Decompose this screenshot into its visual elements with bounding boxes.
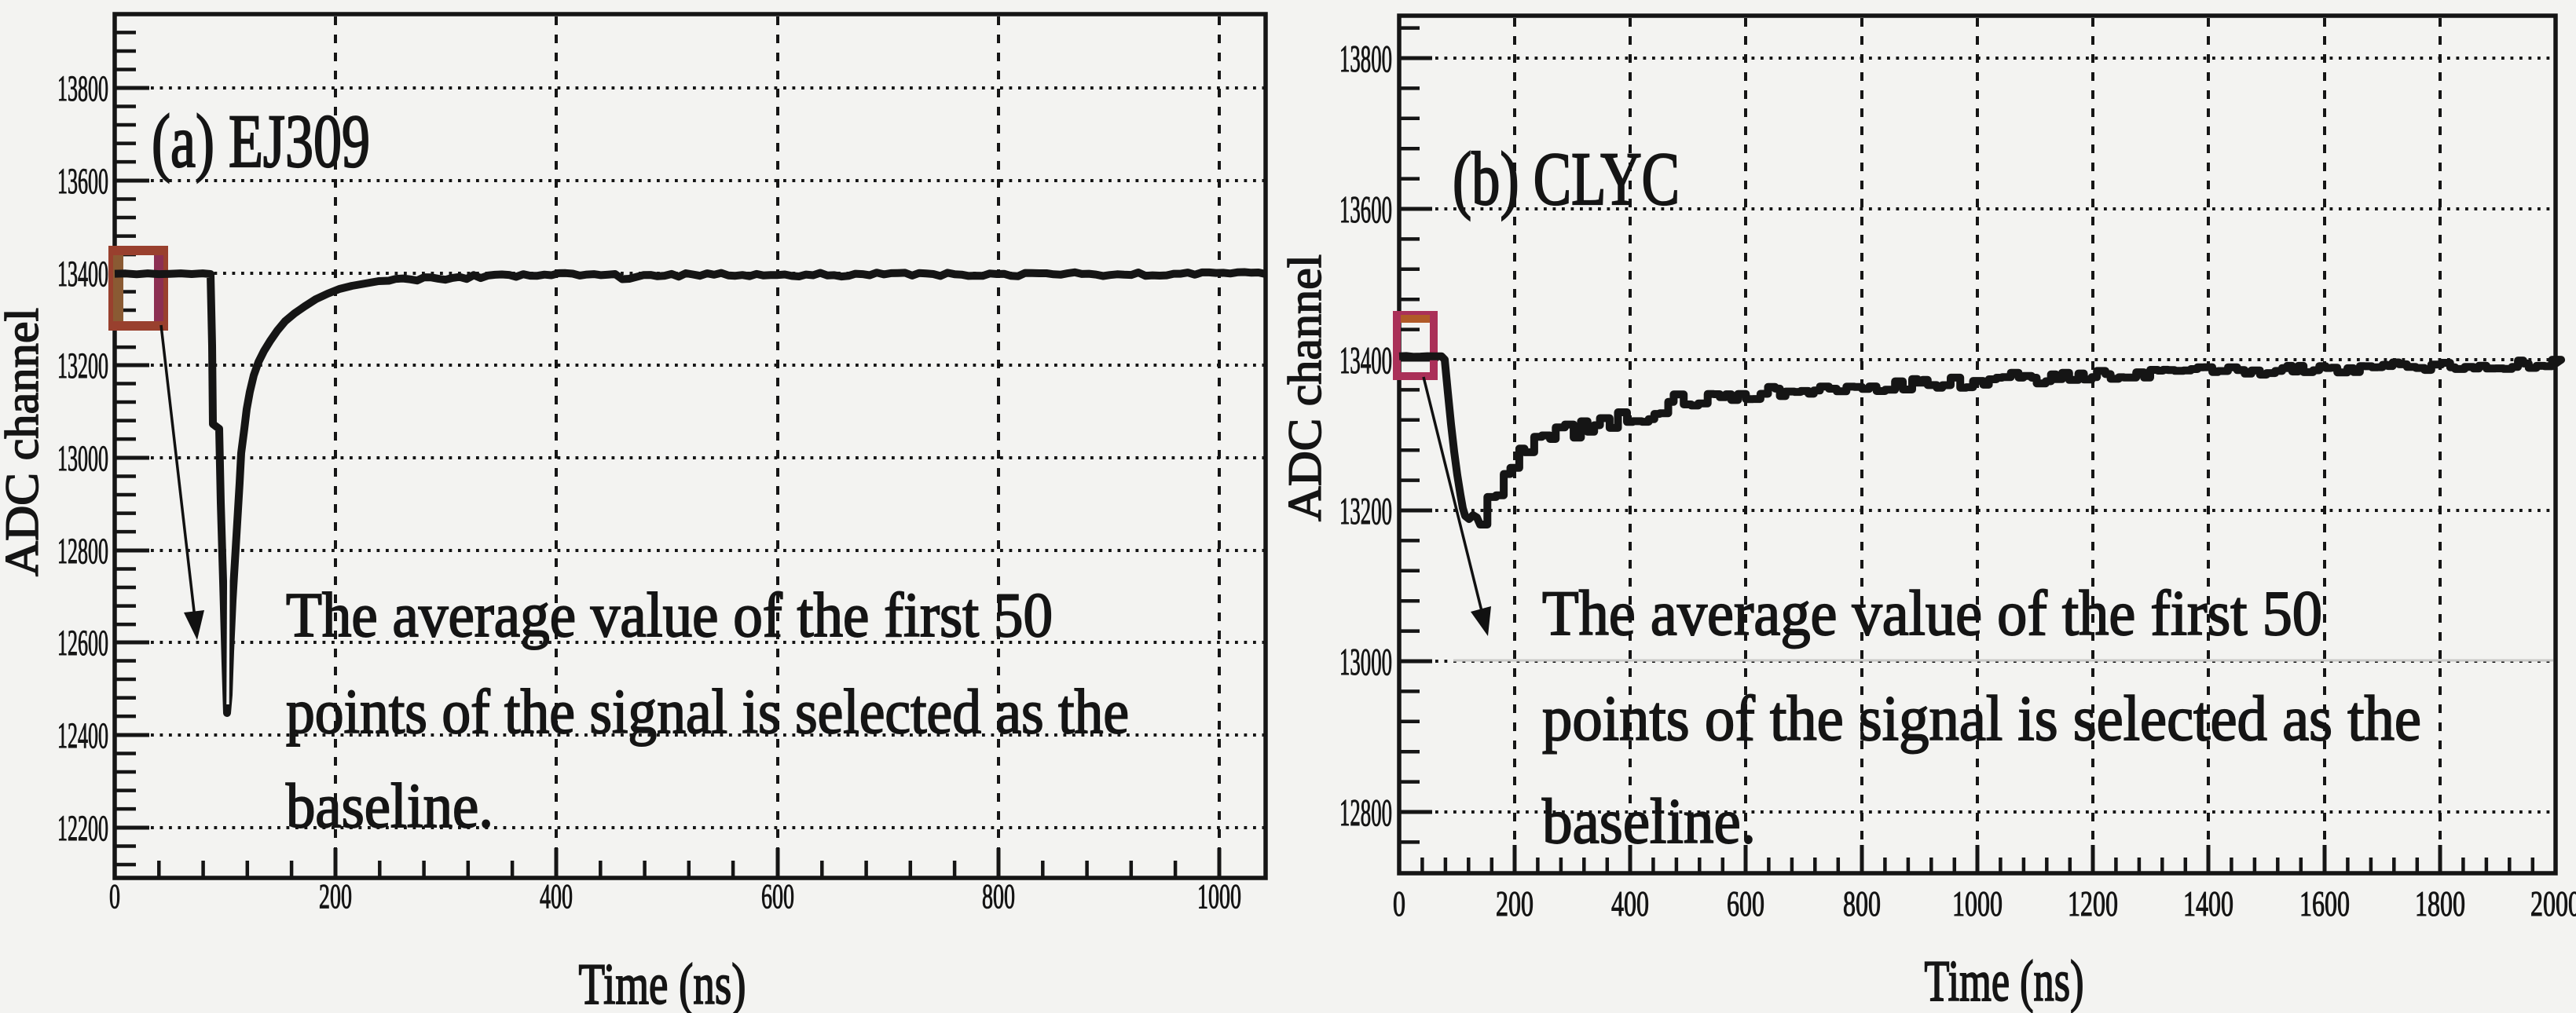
svg-text:200: 200 bbox=[319, 877, 352, 916]
svg-text:13000: 13000 bbox=[1339, 640, 1392, 683]
svg-text:13200: 13200 bbox=[57, 346, 108, 386]
svg-text:baseline.: baseline. bbox=[286, 772, 493, 841]
svg-text:points of the signal is select: points of the signal is selected as the bbox=[1542, 682, 2421, 754]
svg-text:1200: 1200 bbox=[2068, 883, 2118, 923]
svg-text:600: 600 bbox=[761, 877, 794, 916]
svg-text:(b) CLYC: (b) CLYC bbox=[1453, 137, 1680, 221]
svg-text:200: 200 bbox=[1496, 883, 1534, 923]
svg-text:1800: 1800 bbox=[2415, 883, 2465, 923]
svg-text:12400: 12400 bbox=[57, 715, 108, 756]
svg-text:The average value of the first: The average value of the first 50 bbox=[286, 581, 1053, 650]
svg-text:800: 800 bbox=[1843, 883, 1881, 923]
svg-text:1400: 1400 bbox=[2183, 883, 2233, 923]
svg-text:1000: 1000 bbox=[1197, 877, 1241, 916]
svg-text:12800: 12800 bbox=[1339, 791, 1392, 834]
svg-text:0: 0 bbox=[109, 877, 120, 916]
svg-text:The average value of the first: The average value of the first 50 bbox=[1542, 577, 2322, 649]
svg-text:points of the signal is select: points of the signal is selected as the bbox=[286, 678, 1129, 747]
svg-text:ADC channel: ADC channel bbox=[0, 308, 48, 576]
svg-text:1000: 1000 bbox=[1952, 883, 2003, 923]
svg-text:Time (ns): Time (ns) bbox=[579, 953, 746, 1013]
svg-text:13800: 13800 bbox=[1339, 37, 1392, 80]
svg-text:13800: 13800 bbox=[57, 68, 108, 109]
svg-text:13600: 13600 bbox=[57, 161, 108, 202]
svg-text:800: 800 bbox=[982, 877, 1015, 916]
svg-text:1600: 1600 bbox=[2299, 883, 2350, 923]
svg-text:(a) EJ309: (a) EJ309 bbox=[152, 99, 370, 183]
svg-text:2000: 2000 bbox=[2530, 883, 2576, 923]
svg-text:baseline.: baseline. bbox=[1542, 785, 1756, 857]
svg-text:13400: 13400 bbox=[1339, 338, 1392, 382]
svg-text:13600: 13600 bbox=[1339, 188, 1392, 231]
svg-text:400: 400 bbox=[1611, 883, 1649, 923]
svg-text:12800: 12800 bbox=[57, 531, 108, 572]
svg-text:13200: 13200 bbox=[1339, 489, 1392, 532]
svg-text:400: 400 bbox=[540, 877, 573, 916]
svg-text:600: 600 bbox=[1727, 883, 1764, 923]
svg-text:Time (ns): Time (ns) bbox=[1925, 949, 2084, 1013]
svg-text:0: 0 bbox=[1393, 883, 1405, 923]
svg-text:ADC channel: ADC channel bbox=[1279, 254, 1331, 521]
svg-text:12200: 12200 bbox=[57, 808, 108, 849]
svg-text:12600: 12600 bbox=[57, 623, 108, 664]
svg-text:13400: 13400 bbox=[57, 254, 108, 294]
svg-text:13000: 13000 bbox=[57, 438, 108, 479]
